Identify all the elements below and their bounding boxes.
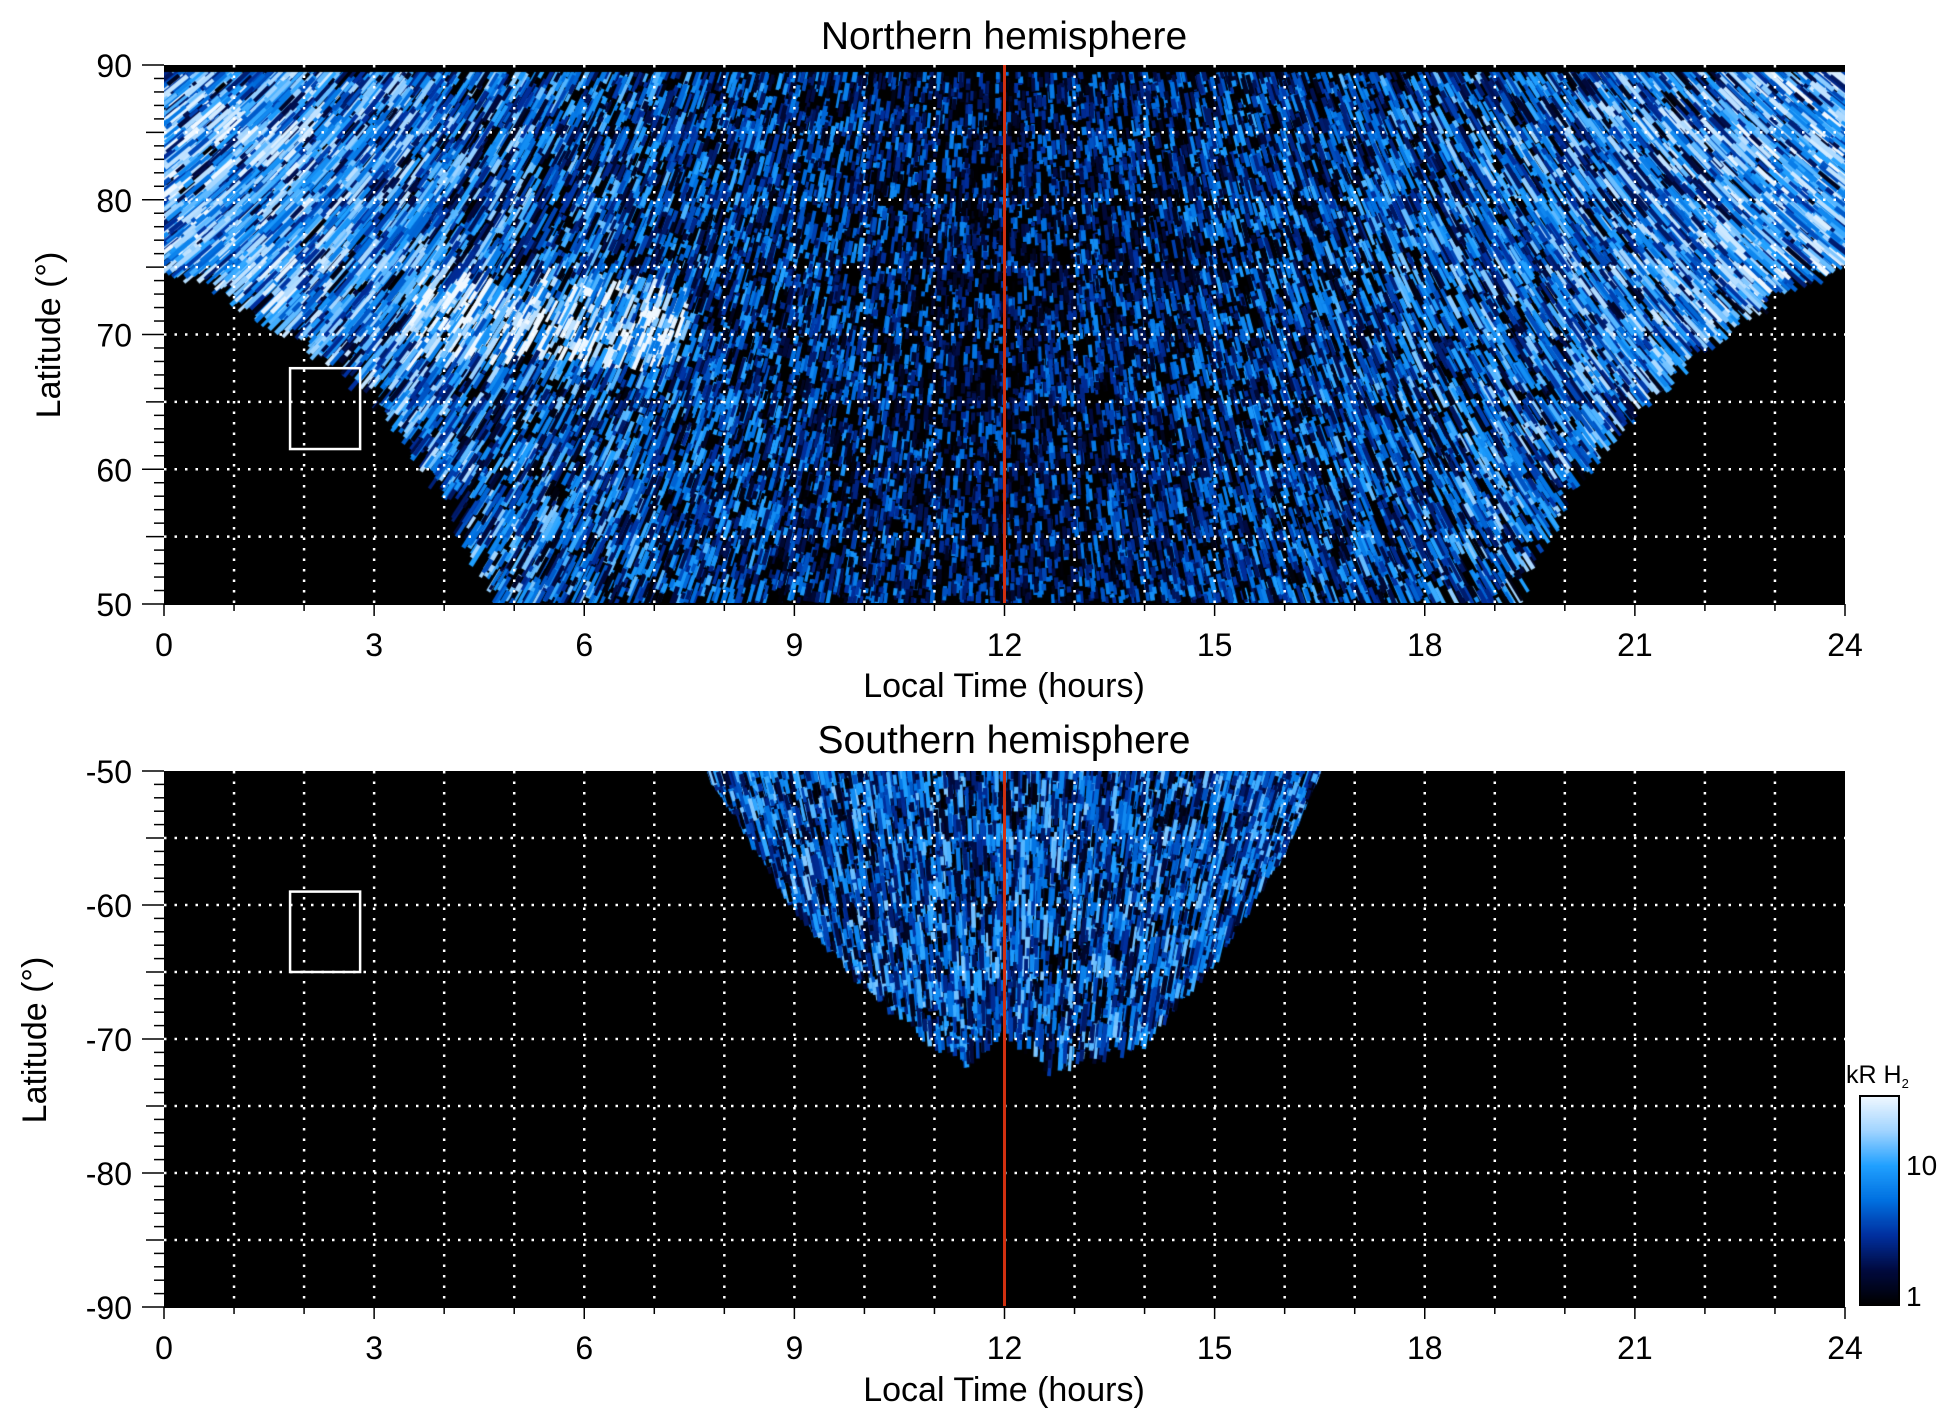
y-tick-label: -80 (86, 1156, 132, 1192)
y-tick-label: -70 (86, 1022, 132, 1058)
y-tick-label: -50 (86, 754, 132, 790)
colorbar-tick-1: 1 (1906, 1281, 1922, 1312)
reference-box (288, 366, 362, 451)
north-xlabel: Local Time (hours) (863, 667, 1145, 705)
x-tick-label: 3 (365, 1330, 383, 1366)
x-tick-label: 15 (1197, 627, 1233, 663)
y-tick-label: 90 (96, 48, 132, 84)
x-tick-label: 18 (1407, 627, 1443, 663)
reference-box (288, 890, 362, 974)
x-tick-label: 24 (1827, 627, 1863, 663)
x-tick-label: 6 (575, 1330, 593, 1366)
y-tick-label: -90 (86, 1290, 132, 1326)
x-tick-label: 15 (1197, 1330, 1233, 1366)
colorbar-frame (1859, 1095, 1900, 1306)
y-tick-label: 80 (96, 183, 132, 219)
x-tick-label: 9 (785, 627, 803, 663)
y-tick-label: 60 (96, 452, 132, 488)
south-xlabel: Local Time (hours) (863, 1371, 1145, 1409)
x-tick-label: 21 (1617, 627, 1653, 663)
north-title: Northern hemisphere (821, 15, 1187, 58)
y-tick-label: 50 (96, 587, 132, 623)
x-tick-label: 9 (785, 1330, 803, 1366)
south-title: Southern hemisphere (818, 719, 1191, 762)
x-tick-label: 12 (987, 627, 1023, 663)
x-tick-label: 18 (1407, 1330, 1443, 1366)
colorbar-label: kR H2 (1846, 1061, 1909, 1091)
colorbar: kR H2 1 10 (1846, 1061, 1937, 1312)
north-panel: Northern hemisphere Local Time (hours) L… (30, 15, 1863, 705)
x-tick-label: 0 (155, 1330, 173, 1366)
x-tick-label: 24 (1827, 1330, 1863, 1366)
y-tick-label: -60 (86, 888, 132, 924)
x-tick-label: 0 (155, 627, 173, 663)
colorbar-gradient (1860, 1096, 1899, 1305)
x-tick-label: 12 (987, 1330, 1023, 1366)
x-tick-label: 6 (575, 627, 593, 663)
south-ylabel: Latitude (°) (16, 957, 54, 1124)
colorbar-tick-10: 10 (1906, 1150, 1937, 1181)
north-ylabel: Latitude (°) (30, 252, 68, 419)
x-tick-label: 3 (365, 627, 383, 663)
south-panel: Southern hemisphere Local Time (hours) L… (16, 719, 1863, 1409)
x-tick-label: 21 (1617, 1330, 1653, 1366)
y-tick-label: 70 (96, 318, 132, 354)
